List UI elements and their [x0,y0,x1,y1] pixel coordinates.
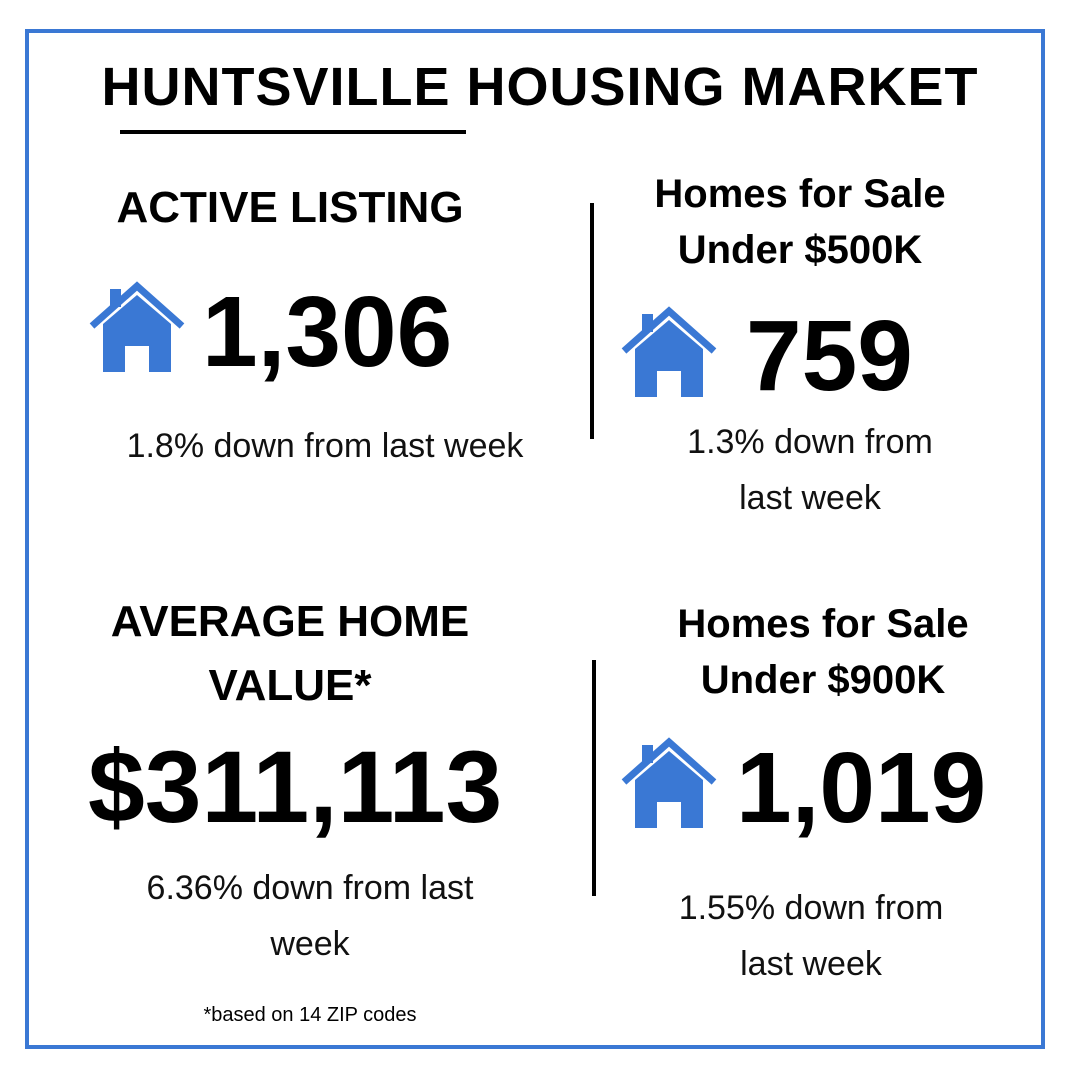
under-900k-change-line1: 1.55% down from [678,889,944,927]
house-icon [620,736,718,830]
house-icon [88,280,186,374]
title-underline [120,130,466,134]
footnote: *based on 14 ZIP codes [203,1004,417,1026]
under-500k-change-line1: 1.3% down from [687,423,933,461]
average-home-value-heading-line1: AVERAGE HOME [110,597,470,646]
under-500k-change-line2: last week [739,479,881,517]
vertical-divider-top [590,203,594,439]
under-900k-value: 1,019 [736,732,987,844]
under-500k-heading-line1: Homes for Sale [654,172,946,216]
active-listing-value: 1,306 [202,276,453,388]
average-home-value-change-line2: week [270,925,350,963]
page-title: HUNTSVILLE HOUSING MARKET [101,57,979,117]
under-900k-heading-line1: Homes for Sale [677,602,969,646]
average-home-value-heading-line2: VALUE* [208,661,372,710]
under-900k-change-line2: last week [740,945,882,983]
average-home-value-change-line1: 6.36% down from last [146,869,474,907]
under-500k-value: 759 [746,300,913,412]
house-icon [620,305,718,399]
under-900k-heading-line2: Under $900K [700,658,946,702]
active-listing-heading: ACTIVE LISTING [116,183,464,232]
average-home-value: $311,113 [88,730,503,844]
border-frame [25,29,1045,1049]
under-500k-heading-line2: Under $500K [677,228,923,272]
vertical-divider-bottom [592,660,596,896]
active-listing-change: 1.8% down from last week [126,427,524,465]
